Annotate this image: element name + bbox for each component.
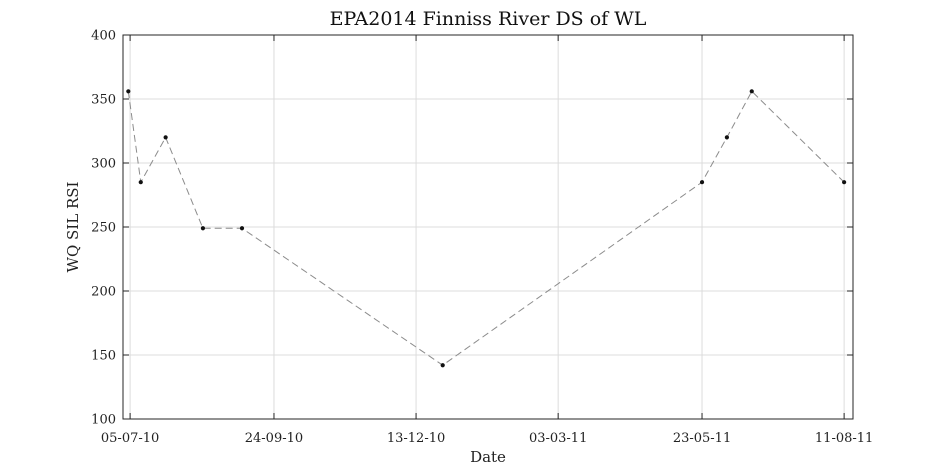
y-tick-label: 150 <box>91 349 116 364</box>
data-point <box>200 226 206 231</box>
y-tick-label: 200 <box>91 285 116 300</box>
grid-lines <box>123 34 853 420</box>
data-point <box>138 180 143 185</box>
x-tick-label: 05-07-10 <box>101 431 159 446</box>
x-tick-labels: 05-07-10 24-09-10 13-12-10 03-03-11 23-05-11… <box>101 431 873 446</box>
x-tick-label: 03-03-11 <box>529 431 587 446</box>
data-point <box>239 226 245 231</box>
y-tick-labels: 100 150 200 250 300 350 400 <box>91 29 116 428</box>
y-tick-label: 400 <box>91 29 116 44</box>
data-point <box>724 135 729 140</box>
y-tick-label: 100 <box>91 413 116 428</box>
x-axis-title: Date <box>470 448 506 466</box>
y-tick-label: 350 <box>91 93 116 108</box>
x-tick-label: 13-12-10 <box>387 431 445 446</box>
x-tick-label: 11-08-11 <box>815 431 873 446</box>
data-point <box>749 89 754 94</box>
axis-ticks <box>123 34 853 420</box>
series-line <box>127 90 845 366</box>
y-tick-label: 250 <box>91 221 116 236</box>
x-tick-label: 24-09-10 <box>245 431 303 446</box>
data-point <box>440 363 445 368</box>
y-axis-title: WQ SIL RSI <box>64 181 82 272</box>
series-layer <box>126 89 847 368</box>
chart-title: EPA2014 Finniss River DS of WL <box>330 8 647 30</box>
data-point <box>842 180 847 185</box>
x-tick-label: 23-05-11 <box>673 431 731 446</box>
y-tick-label: 300 <box>91 157 116 172</box>
data-point <box>699 180 705 185</box>
data-point <box>126 89 131 94</box>
data-point <box>163 135 168 140</box>
